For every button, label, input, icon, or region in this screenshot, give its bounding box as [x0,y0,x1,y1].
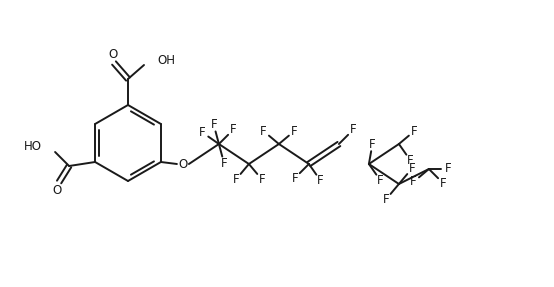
Text: F: F [377,174,384,187]
Text: F: F [383,193,389,206]
Text: F: F [440,177,447,190]
Text: F: F [259,173,265,186]
Text: O: O [53,183,61,197]
Text: O: O [178,158,188,170]
Text: HO: HO [24,141,42,154]
Text: F: F [291,125,297,138]
Text: F: F [445,162,451,175]
Text: F: F [411,125,418,138]
Text: F: F [407,154,414,167]
Text: F: F [411,175,417,188]
Text: F: F [233,173,239,186]
Text: F: F [291,172,298,185]
Text: F: F [211,118,217,131]
Text: F: F [317,174,324,187]
Text: F: F [350,123,356,136]
Text: F: F [230,123,237,136]
Text: O: O [109,49,117,61]
Text: F: F [221,157,227,170]
Text: F: F [408,162,415,175]
Text: OH: OH [157,55,175,67]
Text: F: F [199,126,206,139]
Text: F: F [369,138,376,151]
Text: F: F [260,125,267,138]
